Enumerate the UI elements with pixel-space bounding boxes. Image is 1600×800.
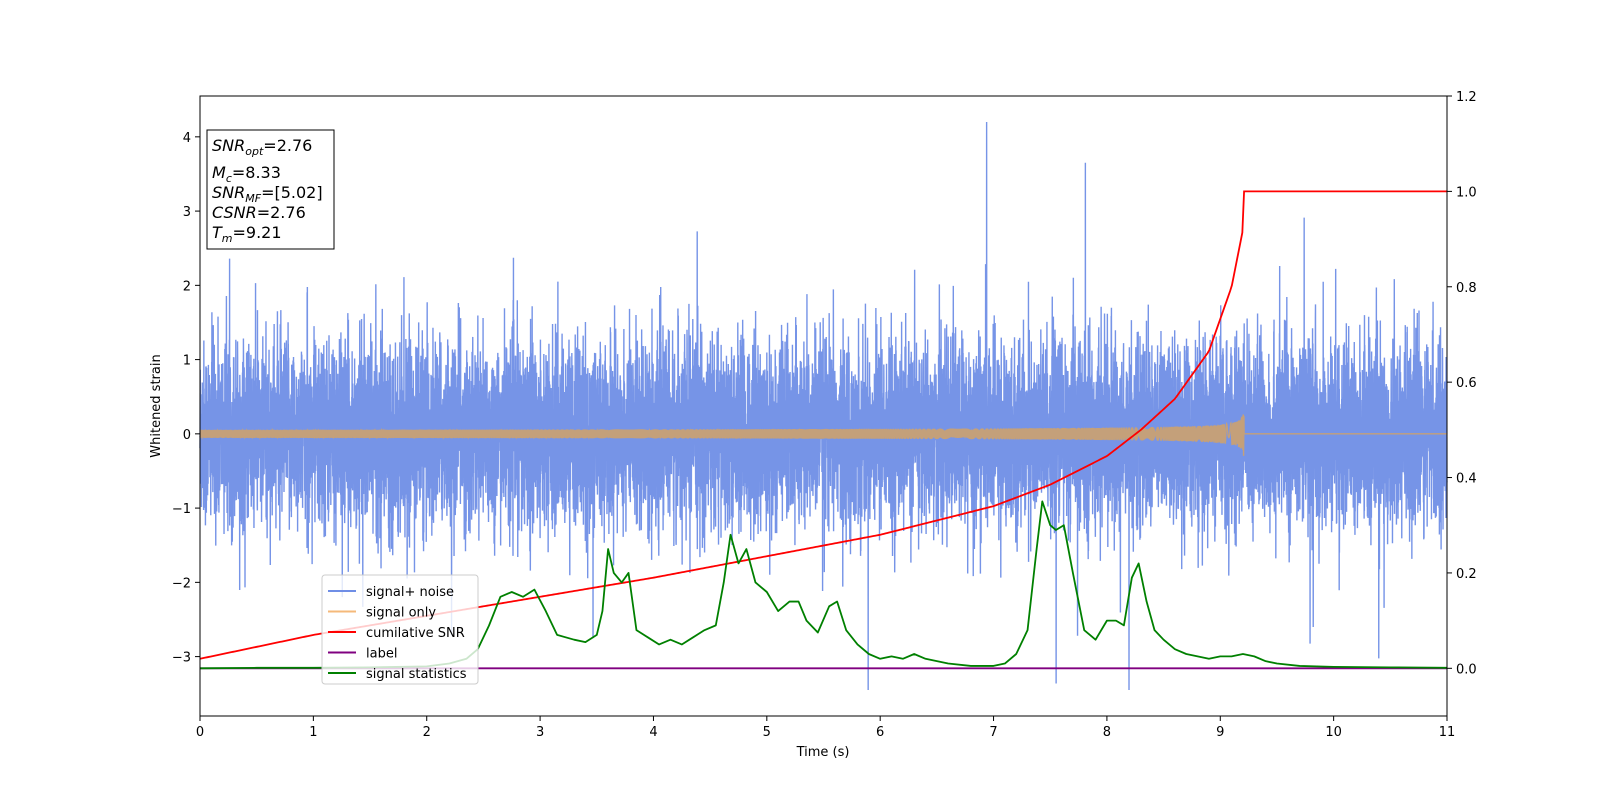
x-axis-ticks: 0 1 2 3 4 5 6 7 8 9 10 11	[196, 716, 1455, 740]
x-tick-label: 9	[1216, 725, 1224, 740]
y-tick-label: 2	[183, 279, 191, 294]
legend: signal+ noise signal only cumilative SNR la…	[321, 574, 479, 685]
annotation-tm: Tm=9.21	[212, 223, 282, 245]
annotation-snr-mf: SNRMF=[5.02]	[212, 183, 323, 205]
y-tick-label: −2	[172, 576, 191, 591]
y2-tick-label: 0.4	[1456, 472, 1477, 487]
x-tick-label: 8	[1103, 725, 1111, 740]
x-tick-label: 11	[1439, 725, 1456, 740]
annotation-frame	[206, 129, 335, 250]
x-tick-label: 6	[876, 725, 884, 740]
x-tick-label: 10	[1325, 725, 1342, 740]
y2-tick-label: 0.6	[1456, 376, 1477, 391]
x-tick-label: 5	[763, 725, 771, 740]
legend-label: signal+ noise	[366, 585, 454, 600]
series-signal-only	[199, 414, 1447, 456]
x-tick-label: 1	[309, 725, 317, 740]
y-axis-label: Whitened strain	[149, 354, 164, 457]
x-tick-label: 0	[196, 725, 204, 740]
legend-frame	[321, 574, 479, 685]
y2-tick-label: 1.2	[1456, 90, 1477, 105]
legend-label: cumilative SNR	[366, 626, 465, 641]
plot-frame	[199, 95, 1448, 717]
y-tick-label: −1	[172, 502, 191, 517]
y-tick-label: 3	[183, 205, 191, 220]
y2-tick-label: 0.2	[1456, 567, 1477, 582]
legend-label: signal statistics	[366, 667, 467, 682]
signal-statistics-line	[199, 500, 1448, 670]
annotation-mc: Mc=8.33	[212, 163, 281, 185]
annotation-snr-opt: SNRopt=2.76	[212, 136, 312, 158]
y-tick-label: 4	[183, 131, 191, 146]
y2-tick-label: 0.0	[1456, 662, 1477, 677]
x-tick-label: 3	[536, 725, 544, 740]
legend-label: signal only	[366, 606, 436, 621]
annotation-csnr: CSNR=2.76	[212, 203, 306, 222]
y2-axis-ticks: 0.0 0.2 0.4 0.6 0.8 1.0 1.2	[1447, 90, 1477, 677]
y-tick-label: −3	[172, 651, 191, 666]
y2-tick-label: 1.0	[1456, 185, 1477, 200]
y-tick-label: 1	[183, 354, 191, 369]
y2-tick-label: 0.8	[1456, 281, 1477, 296]
legend-label: label	[366, 647, 397, 662]
x-tick-label: 2	[423, 725, 431, 740]
signal-only-line	[199, 414, 1447, 456]
x-tick-label: 7	[989, 725, 997, 740]
series-signal-statistics	[199, 500, 1448, 670]
x-tick-label: 4	[649, 725, 657, 740]
annotation-box: SNRopt=2.76 Mc=8.33 SNRMF=[5.02] CSNR=2.…	[206, 129, 335, 250]
y-tick-label: 0	[183, 428, 191, 443]
x-axis-label: Time (s)	[796, 745, 850, 760]
y-axis-ticks: −3 −2 −1 0 1 2 3 4	[172, 131, 200, 666]
